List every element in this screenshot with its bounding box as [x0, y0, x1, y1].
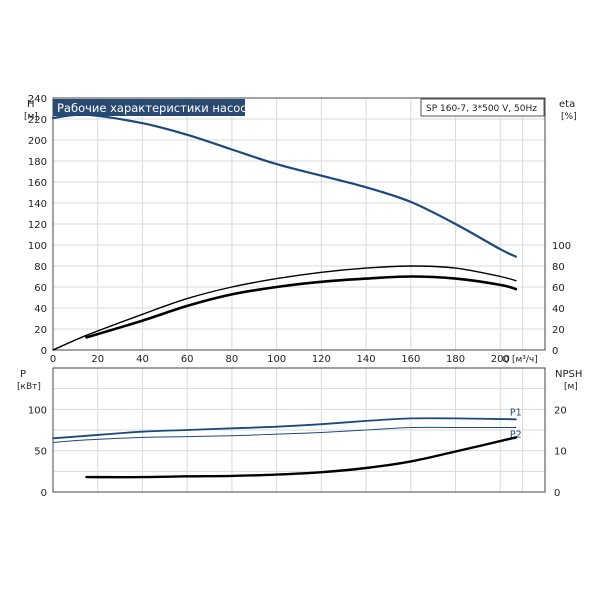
y-tick-label-left: 180 — [28, 157, 47, 168]
y-tick-label-left-bottom: 50 — [34, 447, 47, 458]
x-tick-label: 60 — [181, 354, 194, 365]
y-tick-label-left: 80 — [34, 262, 47, 273]
x-tick-label: 120 — [312, 354, 331, 365]
y-tick-label-right-bottom: 20 — [554, 405, 567, 416]
y-axis-label-right: eta — [559, 99, 575, 110]
chart-title: Рабочие характеристики насоса — [57, 101, 254, 115]
y-tick-label-left: 100 — [28, 241, 47, 252]
y-tick-label-left-bottom: 0 — [41, 488, 47, 499]
y-tick-label-left: 60 — [34, 283, 47, 294]
y-axis-label-left-bottom: P — [20, 369, 26, 380]
y-tick-label-left: 240 — [28, 94, 47, 105]
chart-subtitle: SP 160-7, 3*500 V, 50Hz — [426, 104, 537, 114]
y-axis-unit-right: [%] — [561, 112, 577, 122]
x-tick-label: 160 — [401, 354, 420, 365]
x-tick-label: 80 — [226, 354, 239, 365]
y-tick-label-right: 20 — [552, 325, 565, 336]
bottom-series-p2-line — [52, 426, 517, 443]
x-tick-label: 20 — [91, 354, 104, 365]
x-tick-label: 100 — [267, 354, 286, 365]
x-tick-label: 140 — [357, 354, 376, 365]
top-series-2-line — [52, 265, 517, 351]
y-axis-unit-left-bottom: [кВт] — [17, 382, 41, 392]
y-axis-unit-left: [м] — [24, 112, 38, 122]
x-tick-label: 0 — [50, 354, 56, 365]
x-tick-label: 200 — [491, 354, 510, 365]
series-label-p2: P2 — [510, 430, 522, 441]
y-tick-label-left: 140 — [28, 199, 47, 210]
y-axis-unit-right-bottom: [м] — [564, 382, 578, 392]
bottom-plot-frame — [52, 367, 546, 493]
y-tick-label-left: 220 — [28, 115, 47, 126]
y-tick-label-left: 20 — [34, 325, 47, 336]
y-tick-label-right-bottom: 10 — [554, 447, 567, 458]
x-tick-label: 40 — [136, 354, 149, 365]
y-tick-label-right: 60 — [552, 283, 565, 294]
series-label-p1: P1 — [510, 407, 522, 418]
bottom-series-p1-line — [52, 417, 517, 440]
y-tick-label-right-bottom: 0 — [554, 488, 560, 499]
subtitle-box — [420, 98, 545, 117]
y-tick-label-right: 40 — [552, 304, 565, 315]
x-tick-label: 180 — [446, 354, 465, 365]
y-tick-label-right: 0 — [552, 346, 558, 357]
y-tick-label-left: 40 — [34, 304, 47, 315]
top-series-1-line — [51, 113, 517, 258]
x-axis-label: Q [м³/ч] — [502, 355, 538, 365]
y-axis-label-left: H — [27, 99, 35, 110]
y-tick-label-left: 200 — [28, 136, 47, 147]
y-tick-label-left: 160 — [28, 178, 47, 189]
y-tick-label-left: 0 — [41, 346, 47, 357]
y-tick-label-left: 120 — [28, 220, 47, 231]
title-box — [53, 99, 245, 116]
y-tick-label-right: 100 — [552, 241, 571, 252]
top-series-3-line — [85, 275, 518, 339]
top-plot-frame — [52, 97, 546, 351]
y-tick-label-left-bottom: 100 — [28, 405, 47, 416]
y-axis-label-right-bottom: NPSH — [555, 369, 582, 380]
y-tick-label-right: 80 — [552, 262, 565, 273]
bottom-series-3-line — [85, 436, 518, 479]
